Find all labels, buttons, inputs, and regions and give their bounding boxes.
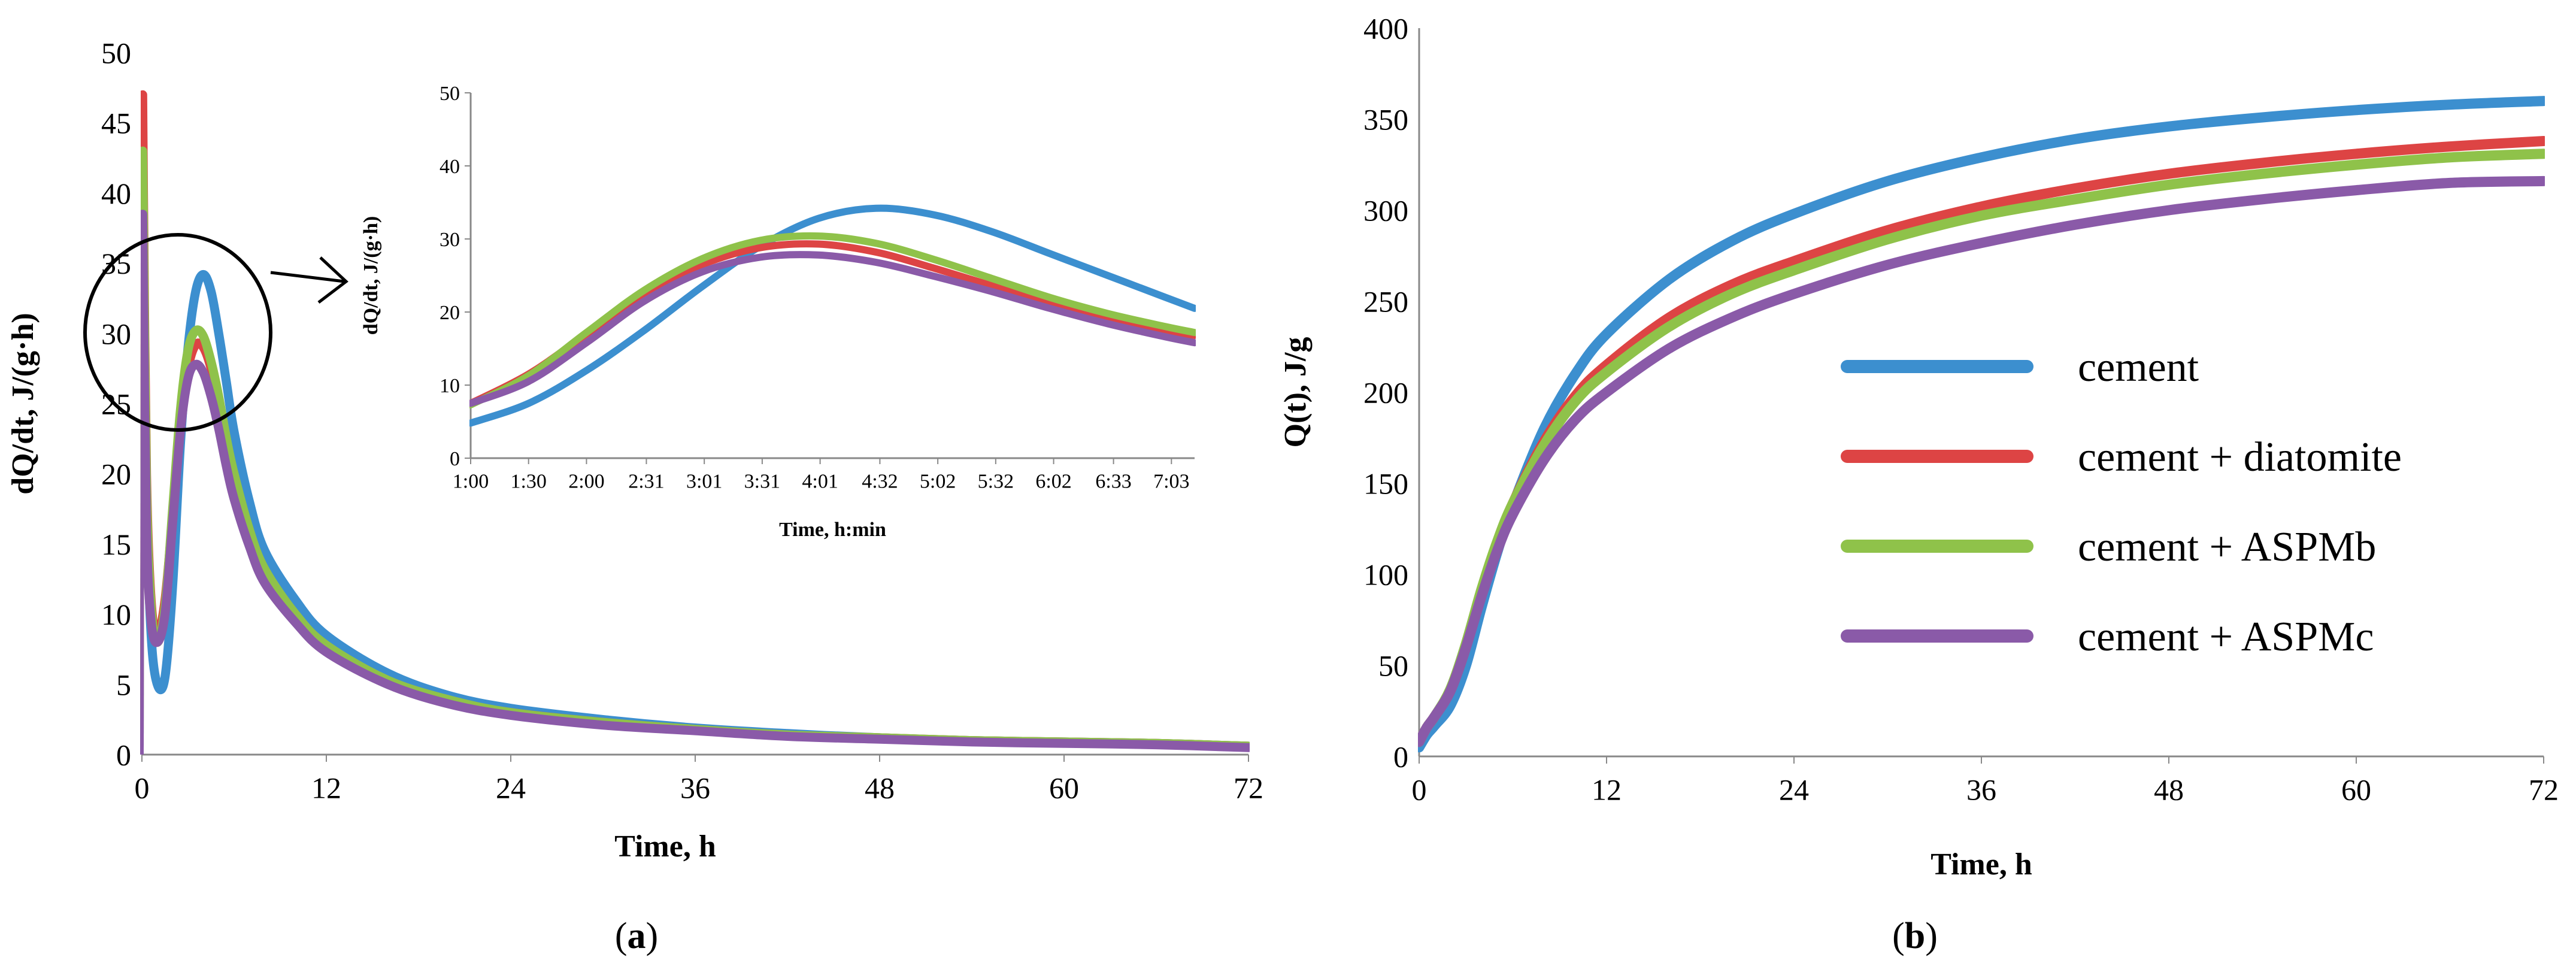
a-main-series-cement-aspmc xyxy=(141,210,1250,752)
caption-b-letter: b xyxy=(1905,916,1925,956)
a-main-series-cement-aspmc-onset xyxy=(140,214,145,755)
a-inset-y-tick-label: 40 xyxy=(440,156,460,178)
a-main-x-axis-label: Time, h xyxy=(614,829,716,864)
a-inset-x-tick-label: 3:31 xyxy=(744,470,780,492)
a-inset-series-cement-aspmc xyxy=(469,251,1196,407)
a-main-y-tick-label: 0 xyxy=(116,738,131,772)
b-y-tick-label: 100 xyxy=(1363,558,1408,592)
a-inset-x-tick-label: 3:01 xyxy=(686,470,722,492)
b-x-tick-label: 0 xyxy=(1412,773,1427,807)
a-main-y-tick-label: 40 xyxy=(101,177,131,210)
legend-label-2: cement + ASPMb xyxy=(2078,524,2376,570)
a-inset-x-tick-label: 6:02 xyxy=(1035,470,1071,492)
b-x-tick-label: 72 xyxy=(2529,773,2559,807)
a-main-y-tick-label: 50 xyxy=(101,37,131,70)
b-series-cement xyxy=(1418,96,2545,753)
panel-a-inset-chart: 0 10 20 30 40 50 1:00 1:30 2:00 2:31 3:01 3:31 4:01 4… xyxy=(360,81,1202,541)
a-inset-x-tick-label: 6:33 xyxy=(1095,470,1131,492)
a-inset-x-tick-label: 2:31 xyxy=(628,470,664,492)
a-main-x-tick-label: 48 xyxy=(865,771,895,805)
a-main-x-tick-label: 24 xyxy=(496,771,526,805)
b-x-axis-label: Time, h xyxy=(1931,847,2032,882)
a-inset-y-tick-label: 30 xyxy=(440,229,460,251)
a-main-y-tick-label: 30 xyxy=(101,317,131,350)
a-inset-y-tick-label: 0 xyxy=(450,448,460,470)
a-inset-x-tick-label: 7:03 xyxy=(1153,470,1189,492)
a-main-x-tick-label: 36 xyxy=(680,771,710,805)
a-inset-x-tick-label: 5:02 xyxy=(920,470,956,492)
a-main-y-tick-label: 10 xyxy=(101,598,131,631)
b-y-tick-label: 150 xyxy=(1363,467,1408,501)
b-y-tick-label: 400 xyxy=(1363,12,1408,46)
b-x-tick-label: 36 xyxy=(1966,773,1996,807)
panel-b-chart: 0 50 100 150 200 250 300 350 400 0 12 24 36 48 60 72 Tim… xyxy=(1278,12,2559,882)
zoom-circle xyxy=(83,233,272,432)
caption-a-letter: a xyxy=(628,916,646,956)
a-inset-x-axis-label: Time, h:min xyxy=(779,519,886,541)
a-main-y-tick-label: 20 xyxy=(101,458,131,491)
a-inset-series-cement-aspmb xyxy=(469,232,1196,408)
a-main-y-tick-label: 45 xyxy=(101,107,131,140)
b-x-tick-label: 24 xyxy=(1779,773,1809,807)
a-inset-x-tick-label: 2:00 xyxy=(568,470,604,492)
legend-label-1: cement + diatomite xyxy=(2078,434,2402,480)
a-main-y-axis-label: dQ/dt, J/(g·h) xyxy=(6,313,40,494)
a-inset-x-tick-label: 4:01 xyxy=(802,470,838,492)
a-main-x-tick-label: 60 xyxy=(1049,771,1079,805)
a-inset-y-tick-label: 10 xyxy=(440,375,460,397)
a-main-x-tick-label: 12 xyxy=(311,771,341,805)
a-inset-y-axis-label: dQ/dt, J/(g·h) xyxy=(360,216,382,335)
b-x-tick-label: 48 xyxy=(2154,773,2184,807)
a-inset-x-tick-label: 5:32 xyxy=(978,470,1014,492)
a-main-y-tick-label: 5 xyxy=(116,668,131,701)
legend-label-3: cement + ASPMc xyxy=(2078,614,2374,660)
b-y-axis-label: Q(t), J/g xyxy=(1278,337,1313,448)
b-y-tick-label: 350 xyxy=(1363,103,1408,137)
a-inset-x-tick-label: 1:00 xyxy=(453,470,489,492)
inset-background xyxy=(466,81,1202,464)
zoom-arrow-line xyxy=(270,271,345,283)
a-main-y-tick-label: 15 xyxy=(101,528,131,561)
a-inset-x-tick-label: 4:32 xyxy=(862,470,898,492)
b-x-tick-label: 60 xyxy=(2341,773,2371,807)
legend-label-0: cement xyxy=(2078,344,2199,390)
a-inset-y-tick-label: 20 xyxy=(440,302,460,324)
a-inset-x-tick-label: 1:30 xyxy=(510,470,546,492)
a-inset-y-tick-label: 50 xyxy=(440,83,460,105)
b-y-tick-label: 250 xyxy=(1363,285,1408,319)
b-series-cement-aspmc xyxy=(1418,175,2545,747)
caption-a: (a) xyxy=(615,916,658,956)
a-inset-series-cement xyxy=(469,204,1196,427)
b-x-tick-label: 12 xyxy=(1592,773,1622,807)
a-main-x-tick-label: 0 xyxy=(135,771,150,805)
b-y-tick-label: 0 xyxy=(1393,740,1408,774)
b-y-tick-label: 50 xyxy=(1378,649,1408,683)
zoom-arrow-head xyxy=(317,256,348,304)
legend: cement cement + diatomite cement + ASPMb ce… xyxy=(1841,344,2402,660)
caption-b: (b) xyxy=(1892,916,1938,956)
a-main-x-tick-label: 72 xyxy=(1234,771,1263,805)
b-y-tick-label: 200 xyxy=(1363,376,1408,410)
b-y-tick-label: 300 xyxy=(1363,194,1408,228)
